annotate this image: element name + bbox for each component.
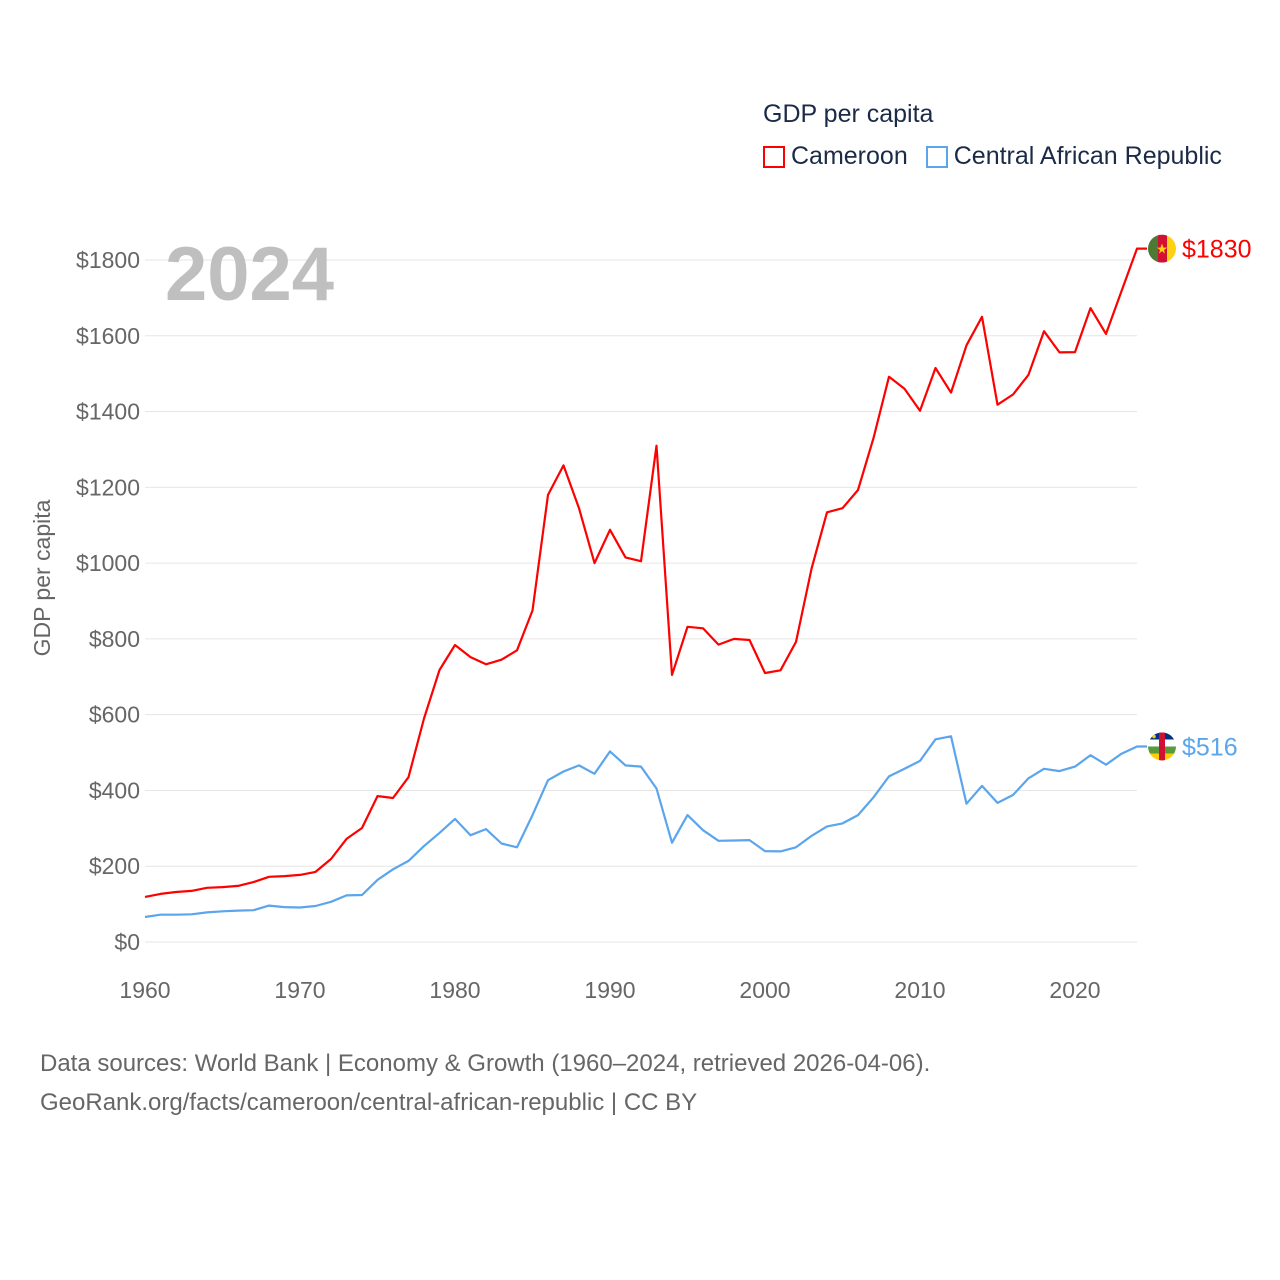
central-african-republic-flag-icon <box>1148 732 1176 761</box>
legend-title: GDP per capita <box>763 100 934 128</box>
legend-label-central-african-republic: Central African Republic <box>953 142 1222 170</box>
end-value-label: $1830 <box>1182 236 1252 264</box>
cameroon-flag-icon <box>1148 234 1176 263</box>
legend-item-cameroon[interactable]: Cameroon <box>763 142 908 171</box>
y-tick-label: $1600 <box>76 323 140 349</box>
series-line-central-african-republic <box>144 735 1147 919</box>
legend-swatch-cameroon <box>763 145 785 168</box>
end-value-label: $516 <box>1182 733 1238 761</box>
legend-item-central-african-republic[interactable]: Central African Republic <box>925 142 1222 171</box>
x-tick-label: 2000 <box>739 977 790 1003</box>
x-tick-label: 1960 <box>119 977 170 1003</box>
x-axis-ticks: 1960 1970 1980 1990 2000 2010 2020 <box>119 977 1100 1003</box>
y-tick-label: $1400 <box>76 399 140 425</box>
y-tick-label: $1000 <box>76 550 140 576</box>
x-tick-label: 1970 <box>274 977 325 1003</box>
series-line-cameroon <box>144 247 1147 898</box>
y-tick-label: $1800 <box>76 247 140 273</box>
series-lines <box>144 247 1147 919</box>
x-tick-label: 2010 <box>894 977 945 1003</box>
x-tick-label: 2020 <box>1049 977 1100 1003</box>
data-source-text: Data sources: World Bank | Economy & Gro… <box>40 1050 931 1077</box>
grid-lines <box>145 259 1137 943</box>
legend-swatch-central-african-republic <box>925 145 948 168</box>
x-tick-label: 1980 <box>429 977 480 1003</box>
y-tick-label: $600 <box>89 702 140 728</box>
y-tick-label: $400 <box>89 777 140 803</box>
y-tick-label: $800 <box>89 626 140 652</box>
y-tick-label: $1200 <box>76 474 140 500</box>
x-tick-label: 1990 <box>584 977 635 1003</box>
y-axis-label: GDP per capita <box>29 499 55 656</box>
y-axis-ticks: $0 $200 $400 $600 $800 $1000 $1200 $1400 $1600 $1… <box>76 247 140 955</box>
end-labels: $1830 $516 <box>1148 234 1252 761</box>
y-tick-label: $0 <box>114 929 140 955</box>
legend: Cameroon Central African Republic <box>763 142 1222 171</box>
source-link[interactable]: GeoRank.org/facts/cameroon/central-afric… <box>40 1089 698 1116</box>
legend-label-cameroon: Cameroon <box>791 142 908 170</box>
y-tick-label: $200 <box>89 853 140 879</box>
year-watermark: 2024 <box>165 232 334 317</box>
footer: Data sources: World Bank | Economy & Gro… <box>40 1044 930 1122</box>
